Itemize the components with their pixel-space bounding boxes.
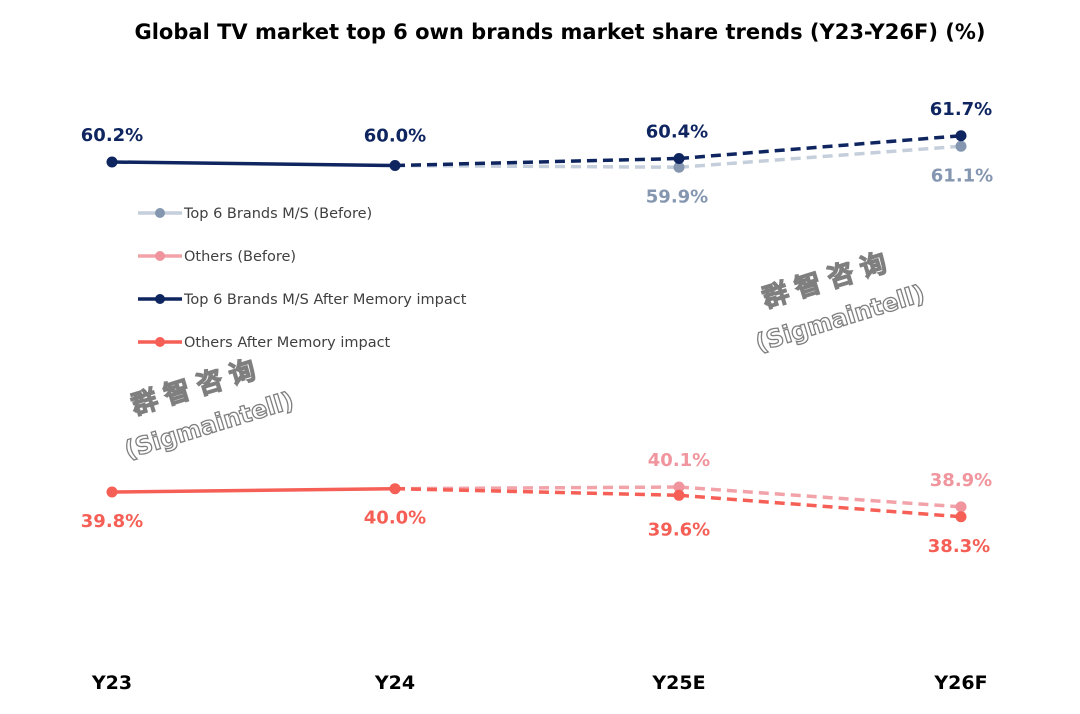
- legend-label-0: Top 6 Brands M/S (Before): [183, 206, 372, 222]
- series-0-segment-2: [678, 144, 962, 169]
- series-2-segment-0: [111, 160, 396, 168]
- watermark-left: 群智咨询 (Sigmaintell): [121, 351, 298, 465]
- x-axis: Y23 Y24 Y25E Y26F: [91, 672, 988, 694]
- legend-marker-2: [155, 294, 165, 304]
- series-2-segment-2: [678, 134, 962, 161]
- legend-label-1: Others (Before): [184, 249, 296, 265]
- x-tick-label-3: Y26F: [933, 672, 987, 694]
- series-1-segment-2: [678, 485, 962, 509]
- series-3-point-3: [955, 511, 967, 523]
- chart-title: Global TV market top 6 own brands market…: [135, 20, 986, 44]
- series-2-point-3: [955, 130, 967, 142]
- legend-label-3: Others After Memory impact: [184, 335, 391, 351]
- series-3-data-label-2: 39.6%: [648, 519, 710, 540]
- series-points: [106, 130, 967, 523]
- legend-marker-0: [155, 208, 165, 218]
- series-2-point-2: [673, 153, 685, 164]
- series-1-data-label-2: 40.1%: [648, 450, 710, 471]
- legend: Top 6 Brands M/S (Before) Others (Before)…: [138, 206, 467, 351]
- series-3-point-0: [106, 486, 118, 498]
- series-0-data-label-2: 59.9%: [646, 186, 708, 207]
- series-2-point-1: [389, 160, 401, 171]
- series-3-point-1: [389, 483, 401, 495]
- watermark-right: 群智咨询 (Sigmaintell): [752, 244, 929, 358]
- series-3-segment-2: [678, 493, 962, 519]
- series-3-point-2: [673, 489, 685, 501]
- legend-marker-3: [155, 337, 165, 347]
- legend-marker-1: [155, 251, 165, 261]
- series-2-segment-1: [394, 156, 680, 168]
- series-3-data-label-0: 39.8%: [81, 511, 143, 532]
- series-0-point-3: [955, 140, 967, 152]
- series-3-segment-0: [111, 486, 396, 494]
- x-tick-label-0: Y23: [91, 672, 132, 694]
- series-2-data-label-3: 61.7%: [930, 99, 992, 120]
- series-2-point-0: [106, 156, 118, 168]
- series-3-segment-1: [394, 486, 680, 498]
- series-2-data-label-2: 60.4%: [646, 122, 708, 143]
- series-2-data-label-0: 60.2%: [81, 125, 143, 146]
- series-1-segment-1: [394, 485, 680, 491]
- x-tick-label-2: Y25E: [651, 672, 705, 694]
- series-0-segment-1: [394, 163, 680, 169]
- x-tick-label-1: Y24: [374, 672, 415, 694]
- series-3-data-label-1: 40.0%: [364, 508, 426, 529]
- series-0-point-2: [673, 161, 685, 173]
- series-1-point-3: [955, 501, 967, 513]
- series-0-data-label-3: 61.1%: [931, 165, 993, 186]
- series-2-data-label-1: 60.0%: [364, 126, 426, 147]
- series-1-point-2: [673, 481, 685, 493]
- series-1-data-label-3: 38.9%: [930, 470, 992, 491]
- series-3-data-label-3: 38.3%: [928, 536, 990, 557]
- legend-label-2: Top 6 Brands M/S After Memory impact: [183, 292, 467, 308]
- data-labels: 59.9% 61.1% 40.1% 38.9% 60.2% 60.0% 60.4% 61.7%…: [81, 99, 993, 557]
- series-lines: [111, 134, 962, 519]
